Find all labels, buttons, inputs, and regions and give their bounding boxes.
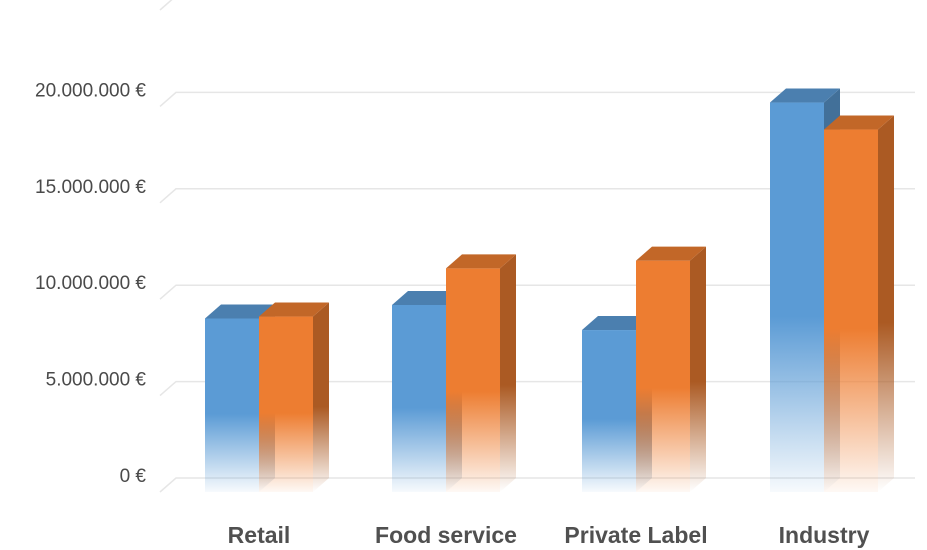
- bar-side-face: [313, 302, 329, 492]
- y-tick-label: 10.000.000 €: [35, 273, 146, 294]
- bar-top-face: [392, 290, 462, 305]
- y-tick-label: 20.000.000 €: [35, 80, 146, 101]
- gridline: [159, 188, 915, 204]
- bar-side-face: [690, 246, 706, 492]
- bar-top-face: [446, 254, 516, 269]
- bar-front-face: [582, 330, 636, 492]
- x-category-label: Retail: [228, 522, 291, 548]
- gridline: [159, 91, 915, 107]
- bar-top-face: [770, 88, 840, 103]
- bar-top-face: [636, 246, 706, 261]
- bar: [824, 115, 894, 492]
- bar-top-face: [824, 115, 894, 130]
- y-tick-label: 25.000.000 €: [35, 0, 146, 5]
- bar-front-face: [205, 318, 259, 492]
- bar-front-face: [259, 316, 313, 492]
- gridline: [159, 0, 173, 11]
- x-axis-categories: Retail Food service Private Label Industry: [228, 522, 870, 548]
- x-category-label: Food service: [375, 522, 517, 548]
- bar-side-face: [878, 115, 894, 492]
- bar-front-face: [636, 260, 690, 492]
- bar: [446, 254, 516, 492]
- bar-front-face: [824, 129, 878, 492]
- bar-top-face: [205, 304, 275, 319]
- bar: [259, 302, 329, 492]
- bar-front-face: [446, 268, 500, 492]
- bar-top-face: [259, 302, 329, 317]
- y-axis-ticks: 0 € 5.000.000 € 10.000.000 € 15.000.000 € 20…: [35, 0, 146, 487]
- y-tick-label: 5.000.000 €: [46, 370, 147, 391]
- x-category-label: Private Label: [564, 522, 707, 548]
- y-tick-label: 0 €: [120, 466, 147, 487]
- bar-side-face: [500, 254, 516, 492]
- bar: [636, 246, 706, 492]
- y-tick-label: 15.000.000 €: [35, 177, 146, 198]
- bars-layer: [205, 88, 894, 492]
- bar-top-face: [582, 316, 652, 331]
- bar-front-face: [770, 102, 824, 492]
- x-category-label: Industry: [779, 522, 870, 548]
- bar-front-face: [392, 304, 446, 492]
